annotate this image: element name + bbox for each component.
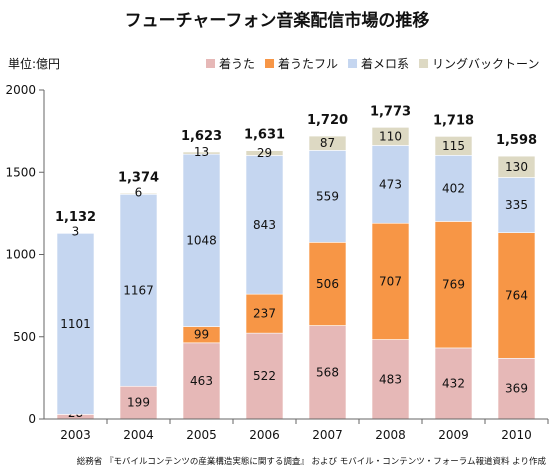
bar-segment (308, 325, 347, 420)
segment-value-label: 87 (320, 136, 335, 150)
segment-value-label: 29 (257, 146, 272, 160)
bar-segment (497, 232, 536, 359)
bar-segment (497, 357, 536, 420)
y-tick-label: 500 (13, 330, 36, 344)
x-tick-label: 2009 (438, 428, 469, 442)
bar-segment (245, 155, 284, 295)
segment-value-label: 432 (442, 376, 465, 390)
bar-segment (308, 135, 347, 151)
legend-swatch (419, 59, 429, 68)
bar-segment (371, 127, 410, 146)
x-tick-label: 2003 (60, 428, 91, 442)
y-tick-label: 0 (28, 412, 36, 426)
x-tick-label: 2004 (123, 428, 154, 442)
bar-segment (119, 385, 158, 420)
total-value-label: 1,374 (118, 170, 159, 185)
x-tick-label: 2005 (186, 428, 217, 442)
x-axis: 2003 2004 2005 2006 2007 2008 2009 2010 (44, 418, 549, 442)
segment-value-label: 559 (316, 189, 339, 203)
segment-value-label: 843 (253, 218, 276, 232)
bar-segment (434, 347, 473, 420)
segment-value-label: 130 (505, 160, 528, 174)
segment-value-label: 13 (194, 145, 209, 159)
x-tick-label: 2008 (375, 428, 406, 442)
total-value-label: 1,773 (370, 104, 411, 119)
bar-segment (434, 155, 473, 222)
segment-value-label: 522 (253, 369, 276, 383)
segment-value-label: 483 (379, 372, 402, 386)
x-tick-label: 2007 (312, 428, 343, 442)
segment-value-label: 335 (505, 198, 528, 212)
legend-swatch (348, 59, 358, 68)
total-value-label: 1,718 (433, 113, 474, 128)
bar-segment (371, 145, 410, 224)
y-tick-label: 2000 (5, 83, 36, 97)
legend-label: 着うた (219, 56, 255, 71)
x-tick-label: 2006 (249, 428, 280, 442)
bar-segment (434, 221, 473, 349)
legend-label: 着うたフル (278, 56, 338, 71)
legend-label: 着メロ系 (361, 56, 409, 71)
segment-value-label: 110 (379, 129, 402, 143)
total-value-label: 1,623 (181, 129, 222, 144)
segment-value-label: 463 (190, 374, 213, 388)
unit-label: 単位:億円 (8, 56, 60, 71)
y-tick-label: 1500 (5, 165, 36, 179)
bar-segment (497, 155, 536, 178)
bar-segment (308, 242, 347, 326)
segment-value-label: 1101 (60, 317, 91, 331)
bar-segment (182, 153, 221, 327)
chart-title: フューチャーフォン音楽配信市場の推移 (125, 10, 430, 31)
bar-segment (182, 151, 221, 155)
total-value-label: 1,598 (496, 133, 537, 148)
bar-segment (497, 177, 536, 233)
total-value-label: 1,132 (55, 210, 96, 225)
bar-segment (119, 193, 158, 195)
segment-value-label: 115 (442, 139, 465, 153)
segment-value-label: 99 (194, 328, 209, 342)
bar-segment (308, 150, 347, 243)
bar-segment (245, 293, 284, 334)
segment-value-label: 707 (379, 274, 402, 288)
total-value-label: 1,720 (307, 113, 348, 128)
segment-value-label: 402 (442, 181, 465, 195)
bar-segment (245, 332, 284, 420)
x-tick-label: 2010 (501, 428, 532, 442)
segment-value-label: 769 (442, 278, 465, 292)
segment-value-label: 199 (127, 396, 150, 410)
bar-segment (371, 222, 410, 340)
segment-value-label: 473 (379, 177, 402, 191)
legend-swatch (206, 59, 215, 68)
y-axis: 0 500 1000 1500 2000 (5, 83, 45, 426)
legend-swatch (265, 59, 275, 68)
legend-label: リングバックトーン (432, 57, 539, 71)
segment-value-label: 1048 (186, 233, 217, 247)
segment-value-label: 568 (316, 365, 339, 379)
bar-segment (434, 136, 473, 156)
legend: 着うた 着うたフル 着メロ系 リングバックトーン (206, 56, 539, 71)
segment-value-label: 6 (135, 185, 143, 199)
y-tick-label: 1000 (5, 248, 36, 262)
source-note: 総務省 『モバイルコンテンツの産業構造実態に関する調査』 および モバイル・コン… (77, 456, 547, 467)
bar-segment (119, 193, 158, 387)
plot-area: 28110131,1321992116761,374463991048131,6… (55, 104, 537, 420)
bar-segment (245, 150, 284, 156)
segment-value-label: 237 (253, 307, 276, 321)
segment-value-label: 764 (505, 288, 528, 302)
bar-segment (56, 232, 95, 415)
total-value-label: 1,631 (244, 128, 285, 143)
segment-value-label: 369 (505, 382, 528, 396)
segment-value-label: 506 (316, 277, 339, 291)
segment-value-label: 1167 (123, 283, 154, 297)
segment-value-label: 3 (72, 224, 80, 238)
bar-segment (371, 339, 410, 420)
